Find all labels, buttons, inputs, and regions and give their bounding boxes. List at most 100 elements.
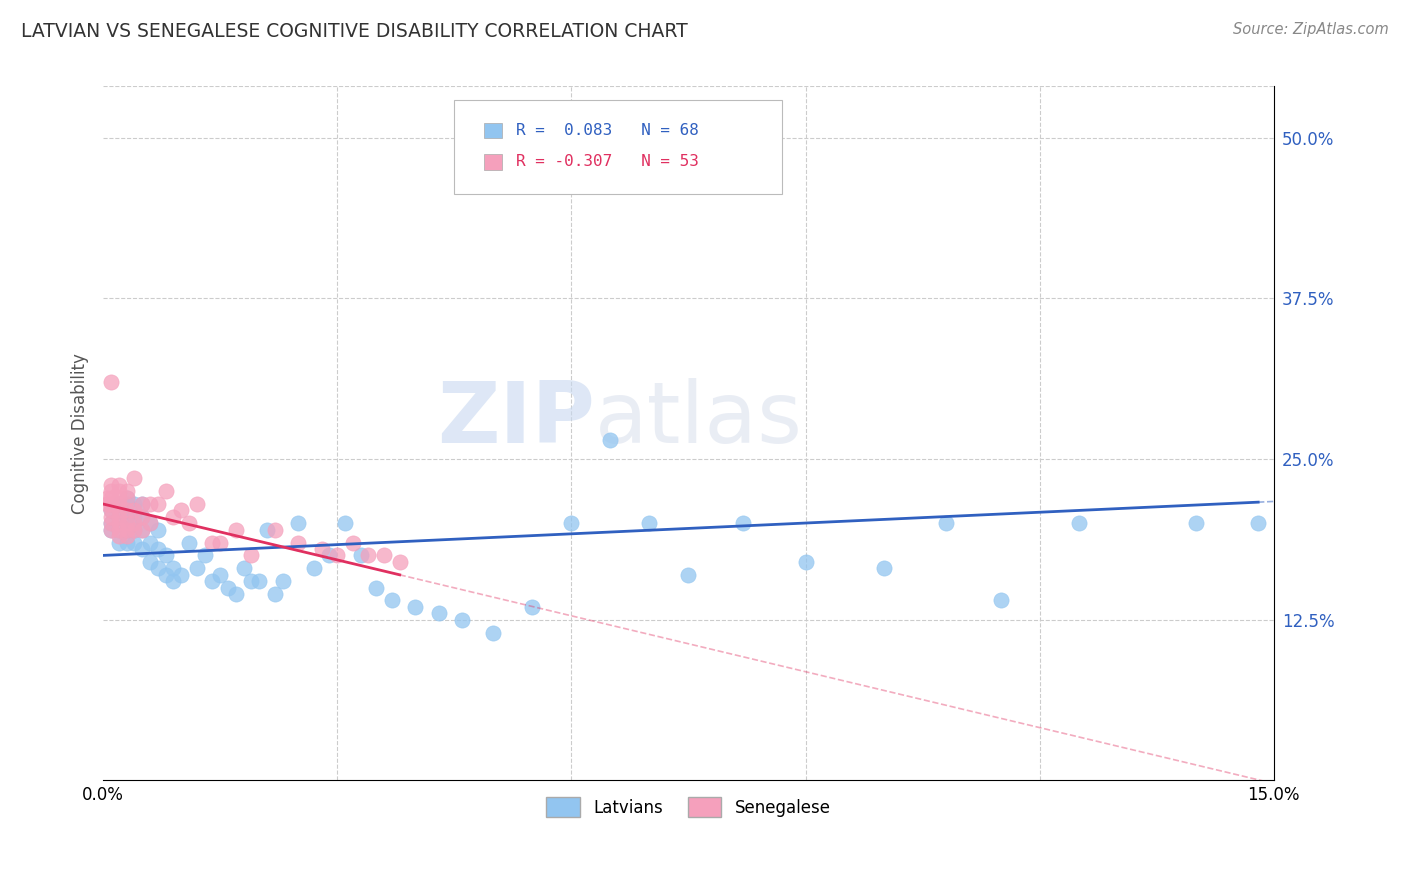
Point xyxy=(107,529,129,543)
Point xyxy=(131,497,153,511)
Point xyxy=(381,593,404,607)
Point xyxy=(177,535,200,549)
Point xyxy=(124,535,146,549)
Point xyxy=(155,567,177,582)
Point xyxy=(1247,516,1270,531)
Point xyxy=(115,484,138,499)
Point xyxy=(100,523,122,537)
Point xyxy=(131,497,153,511)
Point xyxy=(162,574,184,588)
Point xyxy=(124,503,146,517)
Point xyxy=(107,477,129,491)
Point xyxy=(115,529,138,543)
Point xyxy=(146,497,169,511)
Point xyxy=(271,574,294,588)
Point xyxy=(201,574,224,588)
Point xyxy=(225,523,247,537)
Point xyxy=(124,523,146,537)
Point xyxy=(107,509,129,524)
Point xyxy=(115,503,138,517)
Point xyxy=(131,523,153,537)
Point xyxy=(139,497,162,511)
Point xyxy=(287,535,309,549)
Point xyxy=(107,503,129,517)
Point xyxy=(146,541,169,556)
Point xyxy=(107,484,129,499)
Point xyxy=(100,503,122,517)
Point xyxy=(131,523,153,537)
Point xyxy=(302,561,325,575)
Point xyxy=(186,497,208,511)
Point xyxy=(990,593,1012,607)
Point xyxy=(155,484,177,499)
Point xyxy=(107,523,129,537)
Point xyxy=(96,491,118,505)
Point xyxy=(96,497,118,511)
Point xyxy=(388,555,411,569)
Point xyxy=(107,535,129,549)
Point xyxy=(100,503,122,517)
Point xyxy=(935,516,957,531)
Point xyxy=(115,491,138,505)
Point xyxy=(357,549,380,563)
Point xyxy=(240,574,263,588)
Point xyxy=(404,599,426,614)
Point xyxy=(209,535,232,549)
Point xyxy=(131,541,153,556)
Point xyxy=(100,516,122,531)
Point xyxy=(209,567,232,582)
Point xyxy=(247,574,270,588)
Point xyxy=(326,549,349,563)
Point xyxy=(318,549,340,563)
Point xyxy=(678,567,700,582)
Point xyxy=(256,523,278,537)
Point xyxy=(107,497,129,511)
Point xyxy=(232,561,254,575)
Point xyxy=(560,516,582,531)
Point xyxy=(373,549,395,563)
Point xyxy=(162,561,184,575)
Point xyxy=(162,509,184,524)
Point xyxy=(124,471,146,485)
Legend: Latvians, Senegalese: Latvians, Senegalese xyxy=(540,790,837,824)
Point xyxy=(146,523,169,537)
Y-axis label: Cognitive Disability: Cognitive Disability xyxy=(72,353,89,514)
Point xyxy=(100,509,122,524)
Point xyxy=(124,497,146,511)
Text: R =  0.083   N = 68: R = 0.083 N = 68 xyxy=(516,123,699,138)
Point xyxy=(733,516,755,531)
Point xyxy=(482,625,505,640)
Point xyxy=(146,561,169,575)
Point xyxy=(599,433,621,447)
Point xyxy=(124,509,146,524)
Point xyxy=(100,516,122,531)
Point xyxy=(100,484,122,499)
Point xyxy=(1184,516,1206,531)
Point xyxy=(139,535,162,549)
Point xyxy=(115,497,138,511)
Point xyxy=(124,516,146,531)
Text: R = -0.307   N = 53: R = -0.307 N = 53 xyxy=(516,154,699,169)
Point xyxy=(100,523,122,537)
Point xyxy=(201,535,224,549)
Point xyxy=(115,523,138,537)
Point xyxy=(115,535,138,549)
Point xyxy=(107,497,129,511)
FancyBboxPatch shape xyxy=(454,100,782,194)
Text: LATVIAN VS SENEGALESE COGNITIVE DISABILITY CORRELATION CHART: LATVIAN VS SENEGALESE COGNITIVE DISABILI… xyxy=(21,22,688,41)
Point xyxy=(131,509,153,524)
Point xyxy=(107,516,129,531)
Point xyxy=(263,523,285,537)
Point xyxy=(100,491,122,505)
Bar xyxy=(484,154,502,169)
Point xyxy=(124,523,146,537)
Point xyxy=(225,587,247,601)
Point xyxy=(342,535,364,549)
Point xyxy=(311,541,333,556)
Point xyxy=(240,549,263,563)
Point xyxy=(115,516,138,531)
Point xyxy=(217,581,239,595)
Point xyxy=(263,587,285,601)
Point xyxy=(366,581,388,595)
Point xyxy=(139,516,162,531)
